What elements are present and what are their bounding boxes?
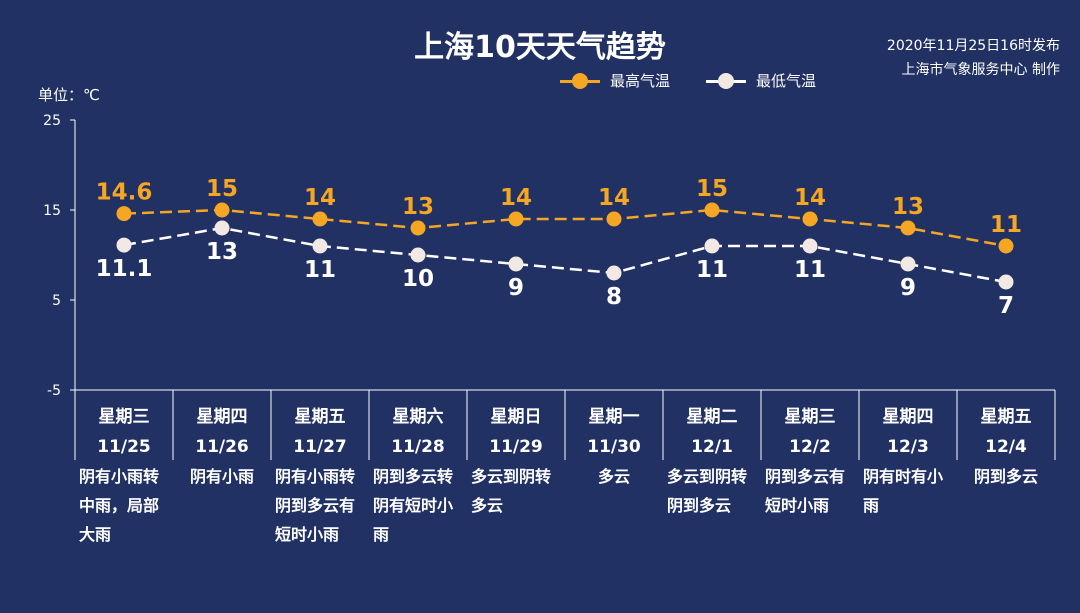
x-weekday-label: 星期三 [785,407,836,427]
series-line-high [123,208,1007,248]
data-label-high: 15 [206,176,238,202]
chart-legend: 最高气温 最低气温 [560,70,816,91]
x-date-label: 11/28 [391,437,445,457]
data-point-high [802,211,818,227]
data-label-high: 14 [794,185,826,211]
data-point-high [704,202,720,218]
legend-swatch-low [706,71,747,91]
x-weekday-label: 星期六 [393,406,444,427]
weather-description: 阴有小雨转阴到多云有短时小雨 [275,467,356,544]
weather-description: 阴有小雨 [189,467,254,486]
data-label-high: 11 [990,212,1022,238]
weather-description: 多云到阴转多云 [471,467,552,515]
data-label-high: 14 [304,185,336,211]
unit-label: 单位：℃ [38,86,100,104]
data-point-low [998,274,1014,290]
weather-description: 阴到多云转阴有短时小雨 [373,467,454,544]
data-label-low: 10 [402,266,434,292]
x-date-label: 12/3 [887,437,929,457]
data-label-low: 13 [206,239,238,265]
data-point-high [606,211,622,227]
data-point-low [214,220,230,236]
publish-time: 2020年11月25日16时发布 [886,38,1060,54]
data-label-high: 13 [892,194,924,220]
data-point-high [900,220,916,236]
legend-swatch-high [560,71,600,91]
data-point-high [214,202,230,218]
legend-label-high: 最高气温 [610,72,671,90]
data-label-low: 9 [900,275,916,301]
weather-description: 阴有时有小雨 [863,467,944,515]
x-date-label: 11/26 [195,437,249,457]
data-label-high: 14.6 [96,180,153,206]
weather-description: 阴有小雨转中雨，局部大雨 [79,467,160,544]
data-point-low [802,238,818,254]
data-point-low [704,238,720,254]
data-label-high: 13 [402,194,434,220]
data-label-low: 8 [606,284,622,310]
y-tick-label: 25 [43,113,61,129]
weather-description: 多云 [597,467,630,486]
data-point-low [116,237,132,253]
data-point-low [900,256,916,272]
chart-title: 上海10天天气趋势 [414,30,666,65]
legend-label-low: 最低气温 [756,72,817,90]
publish-info: 2020年11月25日16时发布 上海市气象服务中心 制作 [887,34,1060,82]
publish-source: 上海市气象服务中心 制作 [901,62,1060,78]
data-point-low [606,265,622,281]
data-label-low: 11.1 [96,256,153,282]
data-label-low: 11 [794,257,826,283]
data-label-low: 9 [508,275,524,301]
y-tick-label: -5 [47,383,61,399]
x-weekday-label: 星期一 [589,407,640,427]
y-tick-label: 15 [43,203,61,219]
data-label-low: 7 [998,293,1014,319]
weather-description: 阴到多云 [973,467,1038,486]
data-point-high [312,211,328,227]
legend-item-high: 最高气温 [560,70,670,91]
data-label-high: 15 [696,176,728,202]
x-weekday-label: 星期五 [295,407,346,427]
x-date-label: 11/30 [587,437,641,457]
weather-description: 阴到多云有短时小雨 [765,467,846,515]
legend-item-low: 最低气温 [706,70,816,91]
x-date-label: 12/2 [789,437,831,457]
x-date-label: 11/27 [293,437,347,457]
data-point-low [508,256,524,272]
x-weekday-label: 星期三 [99,407,150,427]
x-date-label: 11/25 [97,437,151,457]
data-label-high: 14 [598,185,630,211]
data-point-low [312,238,328,254]
data-point-high [998,238,1014,254]
data-label-high: 14 [500,185,532,211]
data-point-high [116,206,132,222]
x-date-label: 12/4 [985,437,1027,457]
x-weekday-label: 星期二 [687,407,738,427]
weather-description: 多云到阴转阴到多云 [667,467,748,515]
series-line-low [123,226,1007,284]
y-tick-label: 5 [52,293,61,309]
data-point-high [410,220,426,236]
x-weekday-label: 星期四 [883,407,934,427]
x-weekday-label: 星期四 [197,407,248,427]
data-label-low: 11 [696,257,728,283]
x-weekday-label: 星期五 [981,407,1032,427]
x-weekday-label: 星期日 [491,407,542,427]
x-date-label: 11/29 [489,437,543,457]
data-point-high [508,211,524,227]
x-date-label: 12/1 [691,437,733,457]
data-label-low: 11 [304,257,336,283]
data-point-low [410,247,426,263]
